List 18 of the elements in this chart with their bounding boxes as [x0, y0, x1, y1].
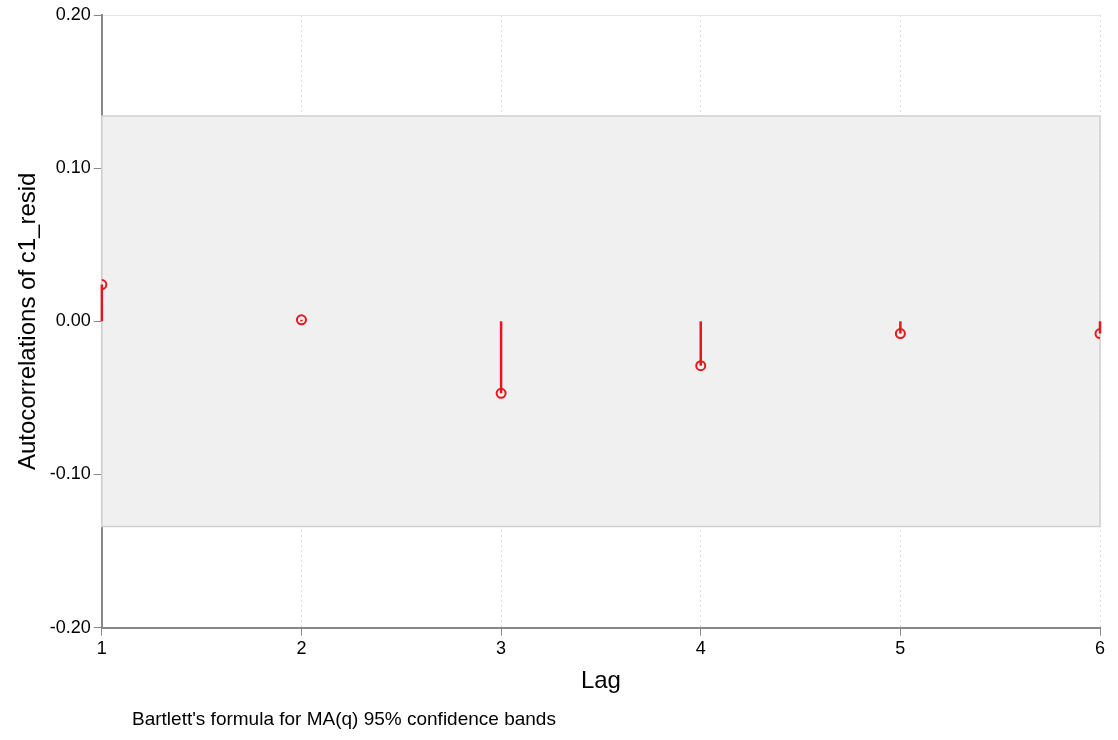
x-tick-label: 5	[895, 638, 906, 659]
x-tick-label: 1	[96, 638, 107, 659]
point	[695, 360, 707, 372]
point	[495, 387, 507, 399]
point	[295, 314, 307, 326]
x-tick-label: 6	[1094, 638, 1106, 659]
text: Bartlett's formula for MA(q) 95% confidence bands	[132, 708, 556, 730]
x-tick-label: 4	[695, 638, 706, 659]
y-tick-label: 0.20	[55, 3, 91, 24]
x-axis-title: Lag	[580, 666, 621, 694]
y-tick-label: -0.20	[49, 616, 91, 637]
x-tick-label: 3	[496, 638, 507, 659]
y-tick-label: -0.10	[49, 463, 91, 484]
point	[894, 328, 906, 340]
y-axis-title: Autocorrelations of c1_resid	[13, 172, 41, 471]
y-tick-label: 0.10	[55, 157, 91, 178]
x-tick-label: 2	[296, 638, 307, 659]
y-tick-label: 0.00	[55, 310, 91, 331]
